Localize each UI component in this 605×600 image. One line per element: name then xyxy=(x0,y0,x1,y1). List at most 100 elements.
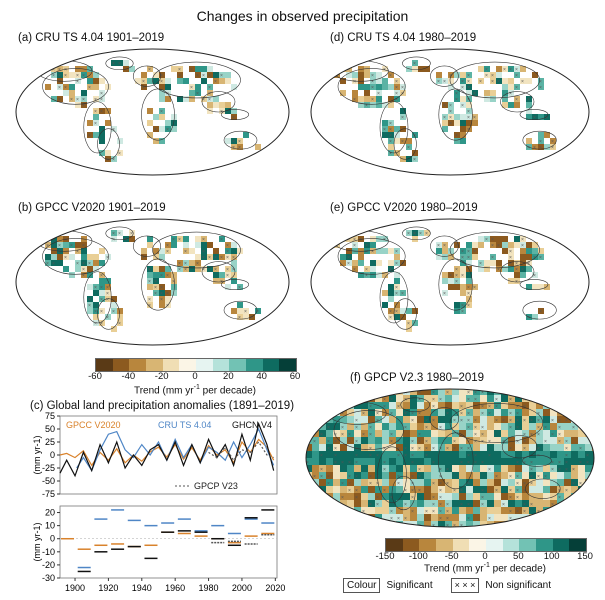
bottom-ylabel: (mm yr-1) xyxy=(32,523,42,562)
map-cell xyxy=(438,500,445,507)
map-cell xyxy=(382,102,388,108)
nonsig-mark: × xyxy=(106,315,109,321)
map-cell xyxy=(484,266,490,272)
nonsig-mark: × xyxy=(530,432,533,438)
nonsig-mark: × xyxy=(565,460,568,466)
map-cell xyxy=(213,254,219,260)
map-cell xyxy=(354,423,361,430)
coastline xyxy=(201,91,236,113)
map-cell xyxy=(480,416,487,423)
map-cell xyxy=(333,416,340,423)
map-cell xyxy=(183,96,189,102)
nonsig-mark: × xyxy=(112,61,115,67)
nonsig-mark: × xyxy=(432,418,435,424)
map-cell xyxy=(333,451,340,458)
nonsig-mark: × xyxy=(397,516,400,522)
map-cell xyxy=(364,72,370,78)
map-cell xyxy=(219,108,225,114)
map-cell xyxy=(340,472,347,479)
map-cell xyxy=(99,278,105,284)
map-cell xyxy=(105,296,111,302)
map-cell xyxy=(459,402,466,409)
map-cell xyxy=(501,451,508,458)
map-cell xyxy=(445,402,452,409)
map-cell xyxy=(532,72,538,78)
map-cell xyxy=(459,423,466,430)
map-cell xyxy=(171,278,177,284)
map-cell xyxy=(361,444,368,451)
nonsig-mark: × xyxy=(112,309,115,315)
nonsig-mark: × xyxy=(100,109,103,115)
map-cell xyxy=(312,465,319,472)
nonsig-mark: × xyxy=(502,502,505,508)
nonsig-mark: × xyxy=(432,446,435,452)
map-cell xyxy=(69,72,75,78)
map-cell xyxy=(550,430,557,437)
nonsig-mark: × xyxy=(214,255,217,261)
nonsig-mark: × xyxy=(190,67,193,73)
map-cell xyxy=(69,254,75,260)
nonsig-mark: × xyxy=(449,115,452,121)
map-cell xyxy=(111,302,117,308)
nonsig-mark: × xyxy=(530,467,533,473)
coastline xyxy=(83,101,112,154)
nonsig-mark: × xyxy=(479,261,482,267)
legend-gpcp: GPCP V23 xyxy=(194,481,238,491)
nonsig-mark: × xyxy=(523,509,526,515)
map-cell xyxy=(159,248,165,254)
legend-ghcn: GHCN V4 xyxy=(232,420,272,430)
nonsig-mark: × xyxy=(395,79,398,85)
map-cell xyxy=(417,430,424,437)
map-cell xyxy=(87,266,93,272)
nonsig-mark: × xyxy=(313,439,316,445)
map-cell xyxy=(508,472,515,479)
map-cell xyxy=(585,472,592,479)
nonsig-mark: × xyxy=(558,425,561,431)
map-cell xyxy=(532,144,538,150)
map-cell xyxy=(543,430,550,437)
map-cell xyxy=(389,500,396,507)
nonsig-mark: × xyxy=(320,474,323,480)
map-cell xyxy=(508,278,514,284)
map-cell xyxy=(445,451,452,458)
map-cell xyxy=(319,451,326,458)
map-cell xyxy=(177,66,183,72)
map-cell xyxy=(466,465,473,472)
nonsig-mark: × xyxy=(530,502,533,508)
map-cell xyxy=(536,430,543,437)
nonsig-mark: × xyxy=(449,121,452,127)
nonsig-mark: × xyxy=(369,453,372,459)
map-cell xyxy=(394,254,400,260)
map-cell xyxy=(177,260,183,266)
map-cell xyxy=(189,260,195,266)
nonsig-mark: × xyxy=(100,309,103,315)
nonsig-mark: × xyxy=(439,446,442,452)
map-cell xyxy=(480,507,487,514)
map-cell xyxy=(438,416,445,423)
map-cell xyxy=(445,486,452,493)
map-title-e: (e) GPCC V2020 1980–2019 xyxy=(330,202,478,214)
nonsig-mark: × xyxy=(545,115,548,121)
nonsig-mark: × xyxy=(565,453,568,459)
map-cell xyxy=(543,416,550,423)
map-cell xyxy=(536,416,543,423)
map-cell xyxy=(438,465,445,472)
nonsig-mark: × xyxy=(178,267,181,273)
nonsig-mark: × xyxy=(166,243,169,249)
coastline xyxy=(449,403,544,443)
map-cell xyxy=(51,260,57,266)
nonsig-mark: × xyxy=(220,237,223,243)
map-cell xyxy=(361,507,368,514)
map-cell xyxy=(522,465,529,472)
key-cross-box: × × × xyxy=(450,578,480,593)
nonsig-mark: × xyxy=(558,432,561,438)
nonsig-mark: × xyxy=(537,425,540,431)
nonsig-mark: × xyxy=(467,446,470,452)
nonsig-mark: × xyxy=(100,273,103,279)
map-cell xyxy=(81,254,87,260)
map-cell xyxy=(183,78,189,84)
map-cell xyxy=(75,248,81,254)
map-outline xyxy=(305,388,595,528)
map-cell xyxy=(111,326,117,332)
map-cell xyxy=(51,66,57,72)
